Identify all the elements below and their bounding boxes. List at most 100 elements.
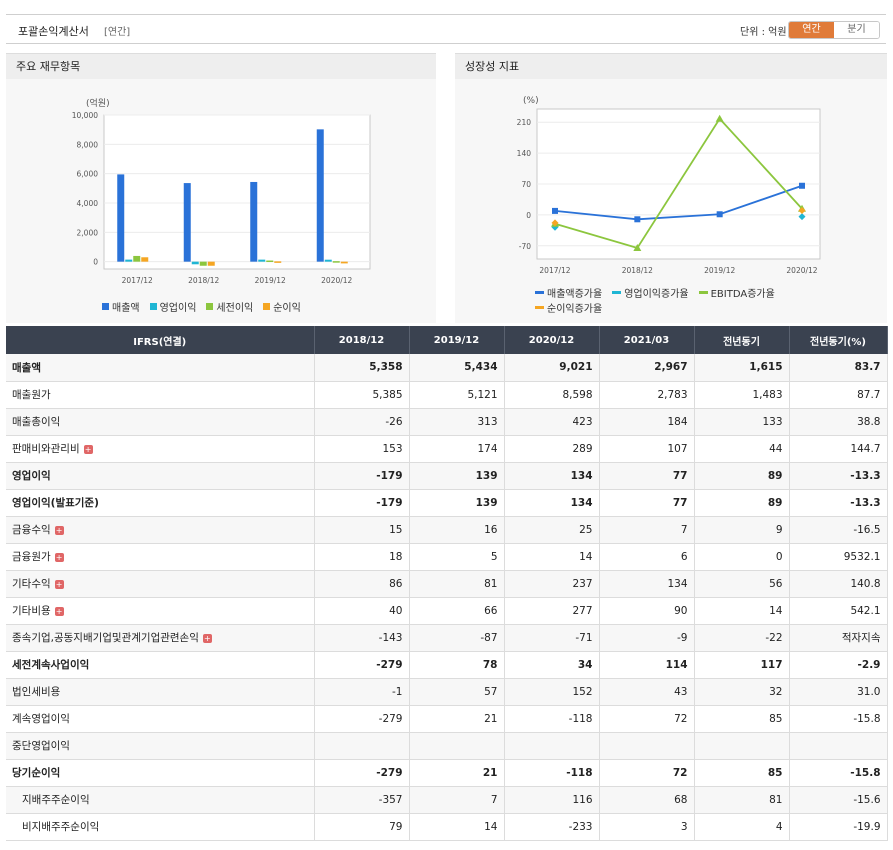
table-cell: 77 [599, 462, 695, 490]
table-cell: -87 [409, 624, 505, 652]
table-cell: 9,021 [504, 354, 600, 382]
bar [316, 129, 324, 262]
table-row: 기타수익 +86 81 237 134 56 140.8 [6, 570, 888, 598]
bar [183, 183, 191, 262]
row-label[interactable]: 기타수익 + [6, 570, 315, 598]
data-point [799, 182, 805, 189]
row-label[interactable]: 판매비와관리비 + [6, 435, 315, 463]
table-cell: 72 [599, 705, 695, 733]
y-tick-label: 0 [526, 211, 531, 220]
unit-label: 단위 : 억원 [740, 27, 787, 38]
legend-item: 순이익 [263, 299, 301, 314]
table-cell: 87.7 [789, 381, 888, 409]
row-label-text: 판매비와관리비 [12, 443, 80, 455]
x-tick-label: 2017/12 [122, 276, 153, 285]
table-cell: -279 [314, 759, 410, 787]
legend-label: 영업이익증가율 [624, 289, 689, 300]
table-cell: 153 [314, 435, 410, 463]
x-tick-label: 2020/12 [321, 276, 352, 285]
table-cell: 423 [504, 408, 600, 436]
row-label-text: 지배주주순이익 [22, 794, 90, 806]
data-point [798, 213, 806, 221]
column-header: 전년동기 [694, 326, 790, 354]
column-header: 2020/12 [504, 326, 600, 354]
table-cell: 237 [504, 570, 600, 598]
legend-swatch [612, 291, 622, 294]
table-cell: 79 [314, 813, 410, 841]
legend-label: 매출액증가율 [547, 289, 603, 300]
row-label[interactable]: 종속기업,공동지배기업및관계기업관련손익 + [6, 624, 315, 652]
table-cell: 86 [314, 570, 410, 598]
x-tick-label: 2019/12 [704, 266, 735, 275]
table-row: 계속영업이익 -279 21 -118 72 85 -15.8 [6, 705, 888, 733]
table-cell: -71 [504, 624, 600, 652]
table-cell: 78 [409, 651, 505, 679]
row-label-text: 세전계속사업이익 [12, 659, 90, 671]
data-point [552, 207, 558, 214]
y-tick-label: 10,000 [72, 111, 98, 120]
table-cell: 81 [694, 786, 790, 814]
row-label-text: 금융원가 [12, 551, 51, 563]
table-cell: -1 [314, 678, 410, 706]
table-cell: 144.7 [789, 435, 888, 463]
table-cell: 114 [599, 651, 695, 679]
table-cell: -15.6 [789, 786, 888, 814]
legend-label: 영업이익 [159, 303, 197, 314]
expand-plus-icon[interactable]: + [54, 525, 64, 535]
table-cell: 3 [599, 813, 695, 841]
row-label-text: 중단영업이익 [12, 740, 70, 752]
table-header-row: IFRS(연결) 2018/12 2019/12 2020/12 2021/03 전년동기… [6, 326, 888, 354]
table-cell: 0 [694, 543, 790, 571]
table-cell: -9 [599, 624, 695, 652]
x-tick-label: 2018/12 [188, 276, 219, 285]
table-cell: 7 [409, 786, 505, 814]
expand-plus-icon[interactable]: + [54, 552, 64, 562]
period-toggle: 연간 분기 [788, 21, 880, 39]
table-cell: 44 [694, 435, 790, 463]
table-cell: 85 [694, 705, 790, 733]
growth-title: 성장성 지표 [455, 53, 887, 79]
annual-button[interactable]: 연간 [789, 22, 834, 38]
table-row: 매출원가 5,385 5,121 8,598 2,783 1,483 87.7 [6, 381, 888, 409]
row-label-text: 종속기업,공동지배기업및관계기업관련손익 [12, 632, 199, 644]
table-row: 판매비와관리비 +153 174 289 107 44 144.7 [6, 435, 888, 463]
table-cell: 152 [504, 678, 600, 706]
table-cell [694, 732, 790, 760]
table-cell: 31.0 [789, 678, 888, 706]
row-label[interactable]: 기타비용 + [6, 597, 315, 625]
row-label-text: 계속영업이익 [12, 713, 70, 725]
expand-plus-icon[interactable]: + [54, 579, 64, 589]
row-label[interactable]: 금융원가 + [6, 543, 315, 571]
x-tick-label: 2020/12 [786, 266, 817, 275]
column-header: 2021/03 [599, 326, 695, 354]
y-tick-label: 0 [93, 258, 98, 267]
table-cell: 21 [409, 705, 505, 733]
bar [125, 259, 133, 262]
expand-plus-icon[interactable]: + [202, 633, 212, 643]
plot-area [103, 114, 371, 270]
table-cell [789, 732, 888, 760]
table-cell: 77 [599, 489, 695, 517]
expand-plus-icon[interactable]: + [83, 444, 93, 454]
table-cell: 89 [694, 462, 790, 490]
table-row: 영업이익 -179 139 134 77 89 -13.3 [6, 462, 888, 490]
financial-items-panel: 주요 재무항목 0 2,000 4,000 6,000 8,000 10,000 (억원) 2… [6, 53, 436, 323]
legend-label: 순이익 [273, 303, 301, 314]
y-tick-label: 6,000 [77, 170, 99, 179]
table-cell: 34 [504, 651, 600, 679]
table-cell: -19.9 [789, 813, 888, 841]
table-cell: 140.8 [789, 570, 888, 598]
table-cell: 8,598 [504, 381, 600, 409]
expand-plus-icon[interactable]: + [54, 606, 64, 616]
row-label-text: 매출액 [12, 361, 41, 374]
table-cell: 85 [694, 759, 790, 787]
table-cell: 174 [409, 435, 505, 463]
table-row: 매출액 5,358 5,434 9,021 2,967 1,615 83.7 [6, 354, 888, 382]
bar [274, 261, 282, 263]
y-axis-label: (%) [523, 96, 539, 106]
row-label[interactable]: 금융수익 + [6, 516, 315, 544]
quarter-button[interactable]: 분기 [834, 22, 879, 38]
table-cell: 21 [409, 759, 505, 787]
series-line [554, 117, 803, 250]
table-cell: 313 [409, 408, 505, 436]
